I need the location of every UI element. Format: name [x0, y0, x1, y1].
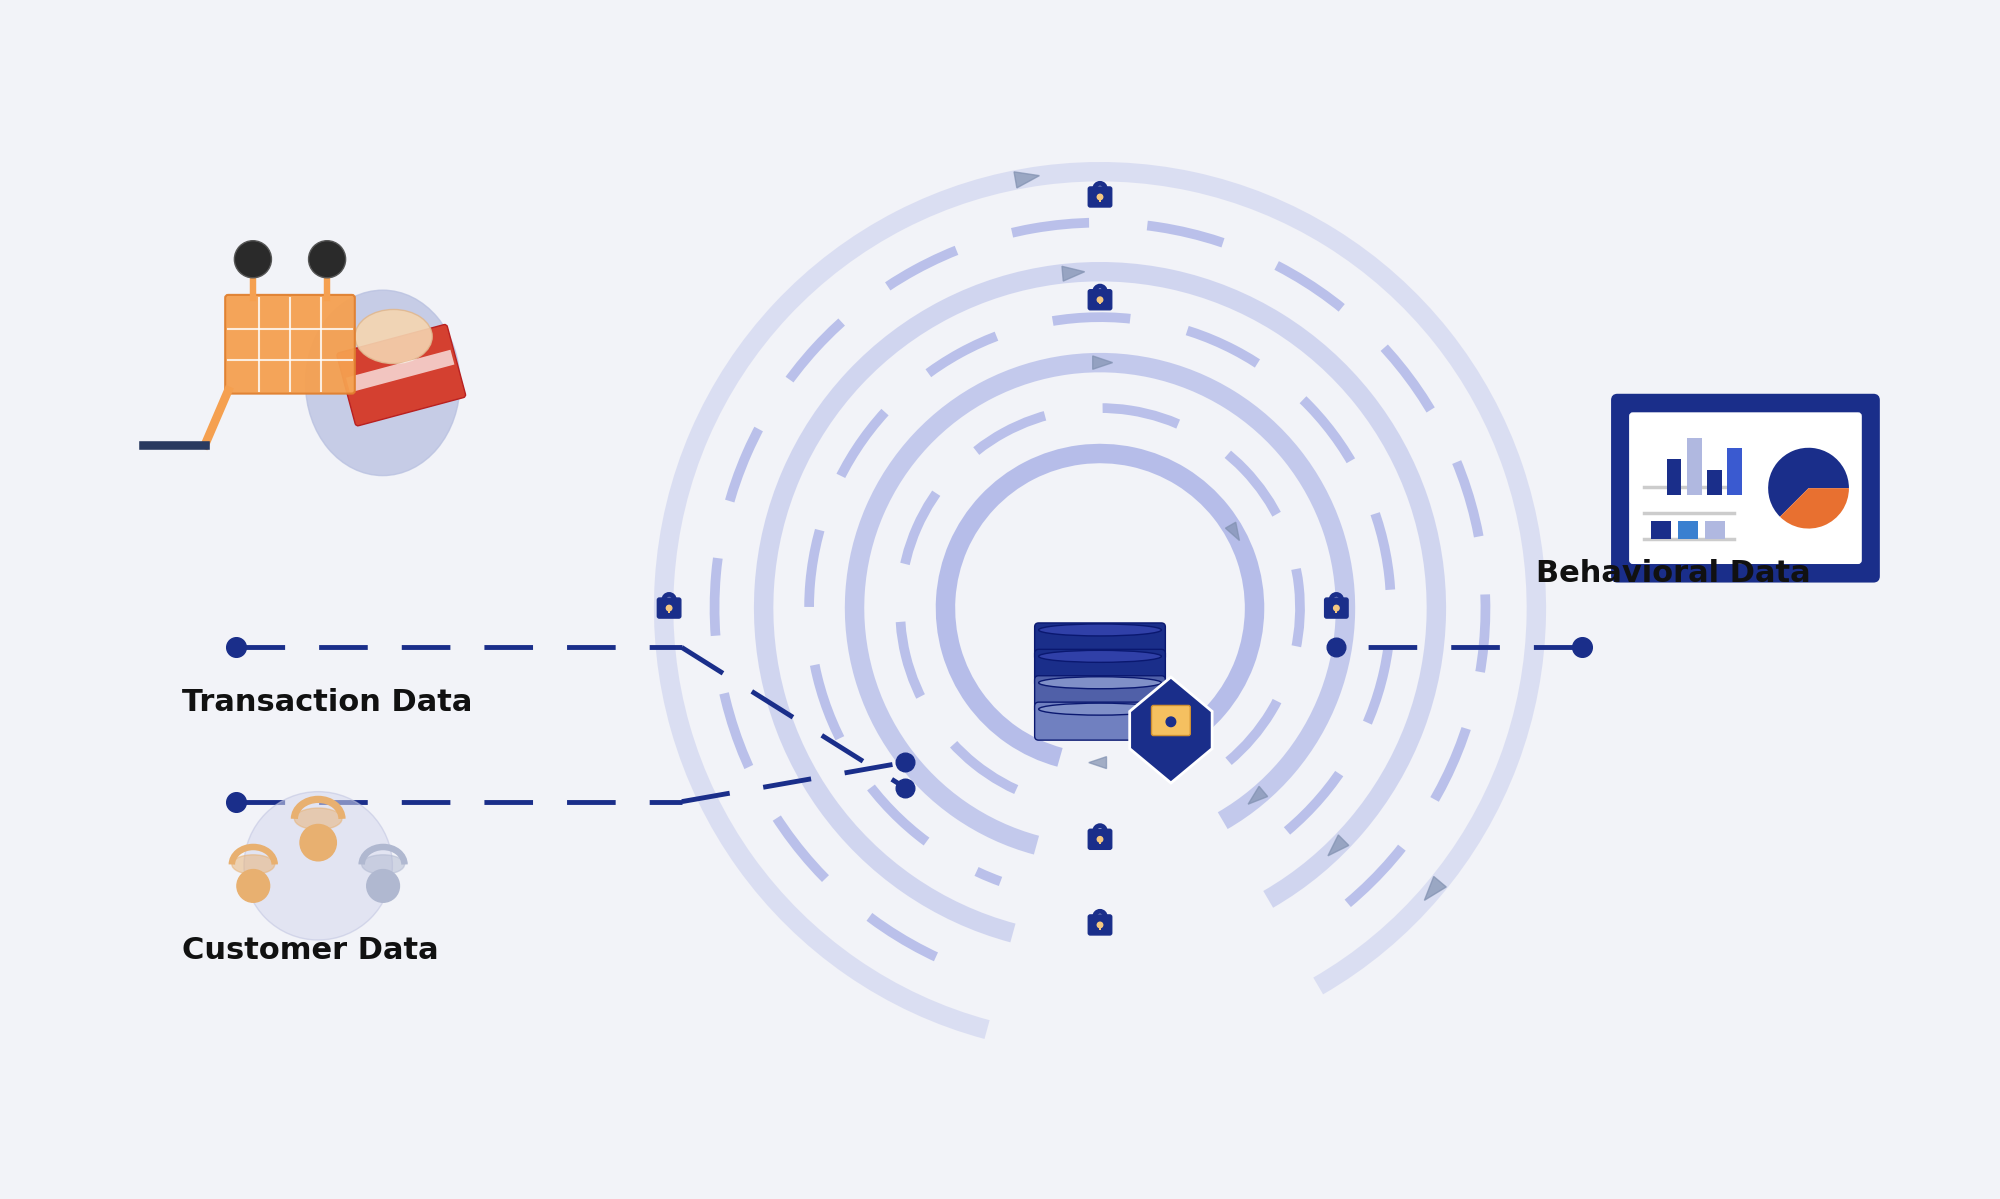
Circle shape [308, 241, 346, 278]
Text: Customer Data: Customer Data [182, 936, 438, 965]
FancyBboxPatch shape [1630, 412, 1862, 564]
Point [890, 753, 922, 772]
FancyBboxPatch shape [1034, 676, 1166, 713]
Polygon shape [1062, 266, 1084, 281]
FancyBboxPatch shape [1088, 187, 1112, 207]
Circle shape [234, 241, 272, 278]
Bar [1678, 522, 1698, 538]
FancyBboxPatch shape [1152, 705, 1190, 735]
Circle shape [1098, 297, 1102, 302]
Circle shape [300, 825, 336, 861]
Point [890, 778, 922, 797]
Circle shape [1098, 837, 1102, 842]
Ellipse shape [1038, 650, 1162, 662]
Ellipse shape [294, 808, 342, 830]
Circle shape [1098, 922, 1102, 928]
FancyBboxPatch shape [226, 295, 354, 393]
Circle shape [236, 869, 270, 903]
Circle shape [244, 791, 392, 940]
FancyBboxPatch shape [658, 598, 680, 617]
FancyBboxPatch shape [1324, 598, 1348, 617]
Circle shape [1098, 194, 1102, 200]
Ellipse shape [1038, 676, 1162, 688]
Point [220, 793, 252, 812]
FancyBboxPatch shape [1034, 623, 1166, 661]
Polygon shape [1226, 523, 1240, 541]
Ellipse shape [232, 855, 274, 874]
Bar [1728, 448, 1742, 495]
Bar [1708, 470, 1722, 495]
Text: Behavioral Data: Behavioral Data [1536, 559, 1810, 589]
Polygon shape [1130, 677, 1212, 783]
Ellipse shape [354, 309, 432, 363]
Bar [1650, 522, 1672, 538]
FancyBboxPatch shape [1088, 915, 1112, 935]
FancyBboxPatch shape [1034, 703, 1166, 740]
Bar [1686, 438, 1702, 495]
Ellipse shape [1038, 703, 1162, 715]
Point [1320, 638, 1352, 657]
Point [220, 638, 252, 657]
Polygon shape [1088, 757, 1106, 769]
Circle shape [1166, 717, 1176, 727]
Polygon shape [1424, 876, 1446, 900]
Circle shape [666, 605, 672, 610]
Bar [346, 350, 454, 392]
Circle shape [1334, 605, 1340, 610]
Circle shape [366, 869, 400, 903]
Bar [1666, 459, 1682, 495]
FancyBboxPatch shape [1034, 650, 1166, 687]
Polygon shape [1328, 835, 1348, 856]
Bar [1704, 522, 1726, 538]
Text: Transaction Data: Transaction Data [182, 688, 472, 717]
Polygon shape [1248, 787, 1268, 805]
FancyBboxPatch shape [1088, 290, 1112, 309]
Point [1566, 638, 1598, 657]
Polygon shape [1014, 171, 1040, 188]
FancyBboxPatch shape [1088, 830, 1112, 849]
FancyBboxPatch shape [336, 325, 466, 426]
FancyBboxPatch shape [1612, 396, 1878, 582]
Ellipse shape [362, 855, 404, 874]
Polygon shape [1092, 356, 1112, 369]
Ellipse shape [306, 290, 460, 476]
Ellipse shape [1038, 623, 1162, 635]
Wedge shape [1780, 488, 1848, 529]
Wedge shape [1768, 447, 1848, 517]
